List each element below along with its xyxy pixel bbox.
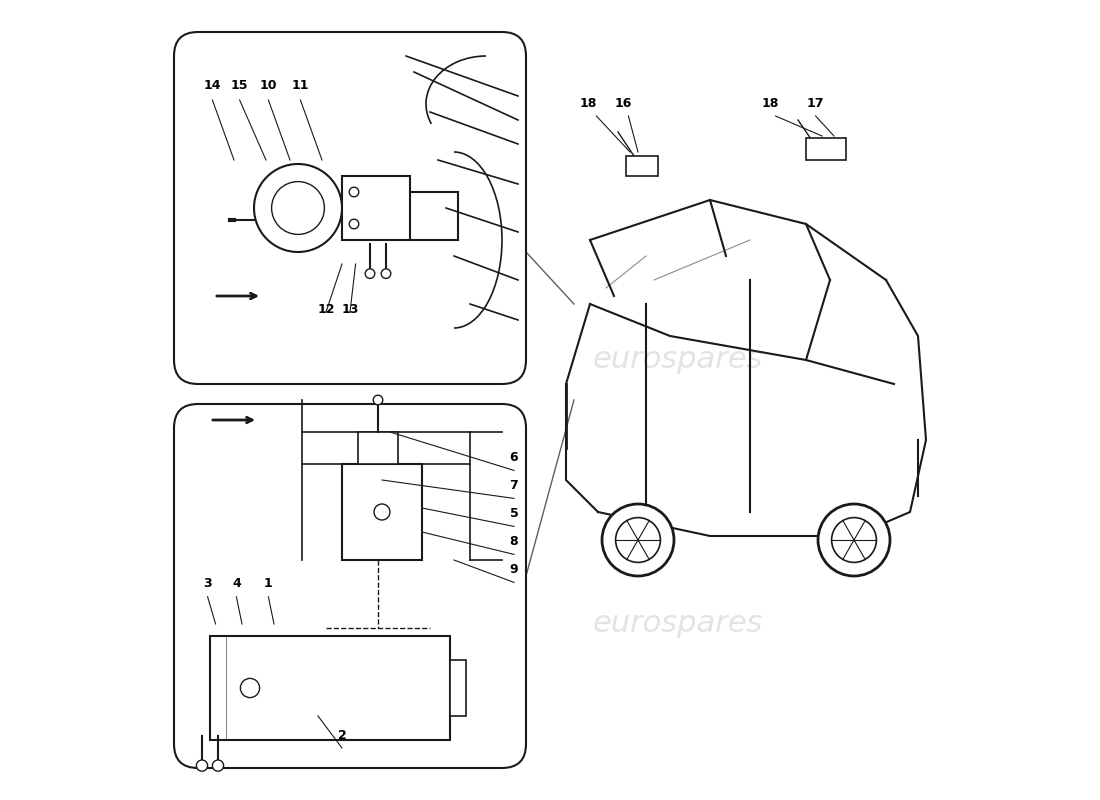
Text: 1: 1 xyxy=(264,578,273,590)
Text: eurospares: eurospares xyxy=(593,610,763,638)
Circle shape xyxy=(197,760,208,771)
Circle shape xyxy=(832,518,877,562)
Circle shape xyxy=(818,504,890,576)
FancyBboxPatch shape xyxy=(174,32,526,384)
Bar xyxy=(358,432,398,464)
Text: eurospares: eurospares xyxy=(209,578,380,606)
Text: 3: 3 xyxy=(204,578,212,590)
Circle shape xyxy=(616,518,660,562)
Text: 11: 11 xyxy=(292,79,309,92)
FancyBboxPatch shape xyxy=(174,404,526,768)
Text: 6: 6 xyxy=(509,451,518,464)
Text: 10: 10 xyxy=(260,79,277,92)
Bar xyxy=(342,176,410,240)
Text: 7: 7 xyxy=(509,479,518,492)
Text: 17: 17 xyxy=(807,98,824,110)
Text: 12: 12 xyxy=(317,303,334,316)
Circle shape xyxy=(212,760,223,771)
Text: 13: 13 xyxy=(341,303,359,316)
Bar xyxy=(806,138,846,160)
Text: 8: 8 xyxy=(509,535,518,548)
Circle shape xyxy=(349,219,359,229)
Bar xyxy=(342,464,422,560)
Circle shape xyxy=(374,504,390,520)
Circle shape xyxy=(241,678,260,698)
Bar xyxy=(450,660,466,716)
Text: eurospares: eurospares xyxy=(593,346,763,374)
Circle shape xyxy=(602,504,674,576)
Text: eurospares: eurospares xyxy=(209,194,380,222)
Bar xyxy=(626,156,658,176)
Text: 18: 18 xyxy=(761,98,779,110)
Text: 16: 16 xyxy=(615,98,632,110)
Text: 18: 18 xyxy=(580,98,597,110)
Text: 5: 5 xyxy=(509,507,518,520)
Bar xyxy=(210,636,450,740)
Text: 14: 14 xyxy=(204,79,221,92)
Circle shape xyxy=(365,269,375,278)
Circle shape xyxy=(272,182,324,234)
Text: 9: 9 xyxy=(509,563,518,576)
Circle shape xyxy=(349,187,359,197)
Circle shape xyxy=(254,164,342,252)
Text: 4: 4 xyxy=(232,578,241,590)
Text: 15: 15 xyxy=(231,79,249,92)
Text: 2: 2 xyxy=(338,729,346,742)
Circle shape xyxy=(382,269,390,278)
Circle shape xyxy=(373,395,383,405)
